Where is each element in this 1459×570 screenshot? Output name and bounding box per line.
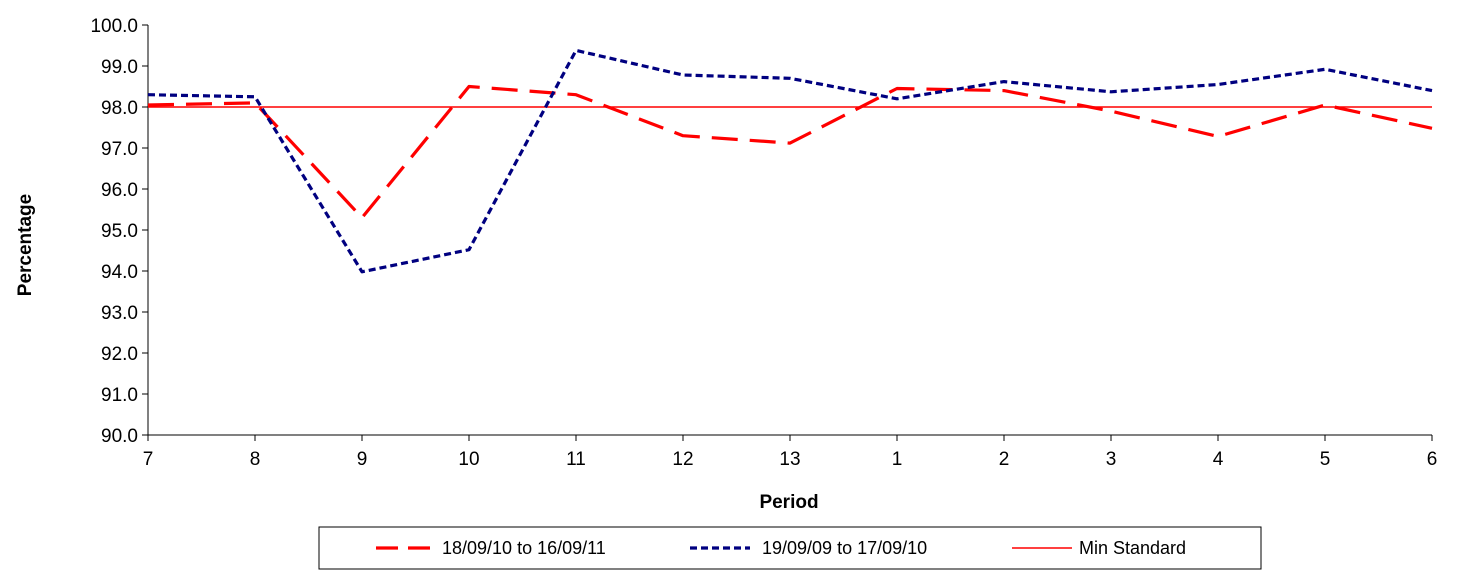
y-axis-title: Percentage: [15, 194, 36, 296]
series-line-1: [147, 48, 1433, 274]
x-tick-label: 2: [999, 449, 1010, 470]
x-tick-label: 10: [458, 449, 479, 470]
x-tick-label: 12: [672, 449, 693, 470]
y-tick-label: 96.0: [101, 180, 138, 201]
x-tick-label: 8: [250, 449, 261, 470]
y-tick-label: 94.0: [101, 262, 138, 283]
x-tick-label: 1: [892, 449, 903, 470]
y-tick-label: 99.0: [101, 57, 138, 78]
x-tick-labels: 7 8 9 10 11 12 13 1 2 3 4 5 6: [143, 449, 1438, 470]
legend-label-2: Min Standard: [1079, 538, 1186, 558]
y-tick-label: 100.0: [90, 16, 138, 37]
x-tick-label: 5: [1320, 449, 1331, 470]
series-line-0: [147, 84, 1433, 220]
x-tick-label: 3: [1106, 449, 1117, 470]
legend-box: [318, 526, 1262, 570]
y-tick-label: 95.0: [101, 221, 138, 242]
y-tick-label: 93.0: [101, 303, 138, 324]
y-tick-label: 97.0: [101, 139, 138, 160]
x-tick-label: 11: [566, 449, 586, 470]
x-tick-label: 9: [357, 449, 368, 470]
series-lines: [147, 48, 1433, 274]
legend-label-0: 18/09/10 to 16/09/11: [442, 538, 606, 558]
y-tick-label: 91.0: [101, 385, 138, 406]
axes: [142, 24, 1433, 441]
y-tick-labels: 90.0 91.0 92.0 93.0 94.0 95.0 96.0 97.0 98.0 99.0…: [90, 16, 138, 447]
legend-label-1: 19/09/09 to 17/09/10: [762, 538, 927, 558]
y-tick-label: 92.0: [101, 344, 138, 365]
x-tick-label: 6: [1427, 449, 1438, 470]
legend: 18/09/10 to 16/09/11 19/09/09 to 17/09/10…: [318, 526, 1262, 570]
y-tick-label: 98.0: [101, 98, 138, 119]
x-tick-label: 7: [143, 449, 154, 470]
x-tick-label: 4: [1213, 449, 1224, 470]
x-axis-title: Period: [759, 492, 818, 513]
x-tick-label: 13: [779, 449, 800, 470]
y-tick-label: 90.0: [101, 426, 138, 447]
